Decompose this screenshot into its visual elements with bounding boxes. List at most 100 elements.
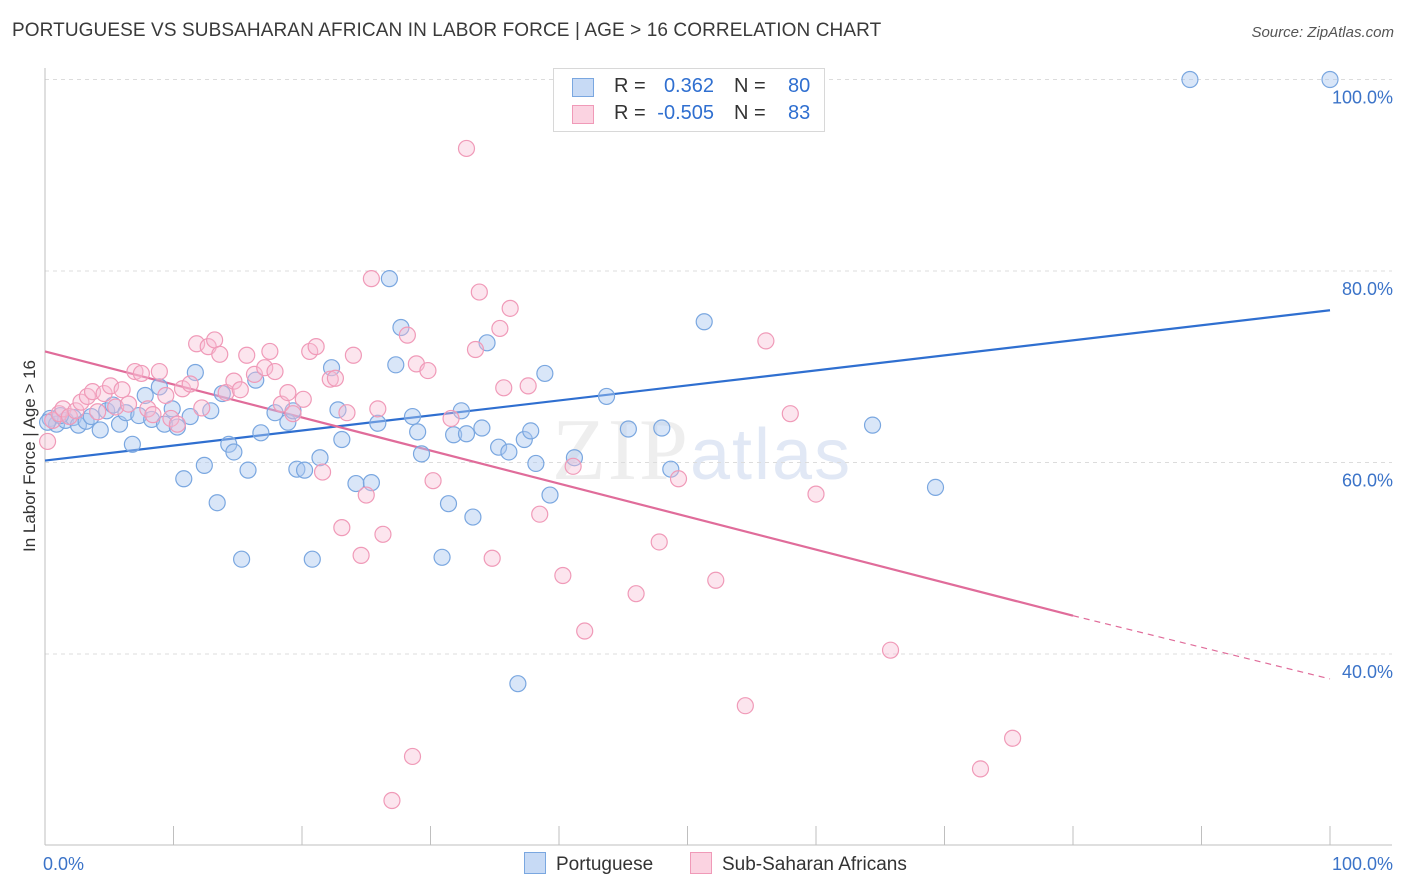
point-subsaharan — [144, 406, 162, 424]
point-subsaharan — [261, 342, 279, 361]
point-subsaharan — [211, 345, 229, 363]
point-portuguese — [403, 407, 422, 426]
point-subsaharan — [457, 139, 476, 158]
point-subsaharan — [357, 486, 375, 504]
point-subsaharan — [442, 409, 460, 428]
point-subsaharan — [374, 525, 392, 543]
point-subsaharan — [554, 566, 572, 585]
point-subsaharan — [333, 519, 351, 537]
point-subsaharan — [344, 346, 362, 364]
point-portuguese — [541, 486, 559, 504]
point-subsaharan — [321, 370, 339, 388]
x-tick-label: 100.0% — [1332, 854, 1393, 874]
point-portuguese — [130, 406, 148, 425]
zipatlas-watermark: ZIPatlas — [552, 400, 852, 501]
point-subsaharan — [971, 760, 990, 778]
point-portuguese — [490, 438, 508, 456]
y-tick-label: 100.0% — [1332, 88, 1393, 108]
point-subsaharan — [44, 411, 62, 429]
point-subsaharan — [781, 405, 799, 423]
point-portuguese — [155, 415, 174, 433]
trend-lines — [44, 309, 1331, 680]
legend-n-label: N = — [734, 102, 766, 124]
point-portuguese — [225, 443, 243, 461]
bottom-legend-swatch-subsaharan — [690, 852, 712, 874]
point-portuguese — [527, 454, 545, 473]
point-portuguese — [252, 424, 270, 442]
point-portuguese — [380, 270, 398, 288]
point-subsaharan — [1004, 729, 1022, 747]
point-portuguese — [926, 478, 945, 496]
point-portuguese — [500, 443, 518, 461]
point-portuguese — [515, 430, 533, 449]
point-subsaharan — [338, 404, 356, 422]
point-portuguese — [695, 313, 713, 331]
correlation-legend: R = 0.362 N = 80 R = -0.505 N = 83 — [553, 68, 825, 132]
point-portuguese — [387, 356, 405, 374]
legend-n-value: 83 — [788, 102, 811, 124]
point-portuguese — [77, 412, 95, 430]
legend-n-value: 80 — [788, 75, 811, 97]
point-portuguese — [369, 414, 387, 432]
point-portuguese — [69, 416, 88, 434]
point-subsaharan — [150, 362, 168, 381]
point-subsaharan — [576, 622, 594, 640]
point-subsaharan — [307, 338, 325, 356]
bottom-legend-portuguese[interactable]: Portuguese — [524, 852, 653, 876]
point-subsaharan — [157, 386, 175, 405]
point-subsaharan — [168, 415, 186, 433]
point-subsaharan — [89, 403, 107, 421]
point-subsaharan — [501, 299, 519, 317]
point-subsaharan — [470, 283, 488, 301]
point-subsaharan — [466, 340, 485, 359]
x-tick-label: 0.0% — [43, 854, 84, 874]
tick-labels: 40.0% 60.0% 80.0% 100.0% 0.0% 100.0% — [43, 88, 1393, 875]
legend-r-label: R = — [614, 102, 646, 124]
watermark-atlas: atlas — [690, 415, 853, 495]
point-subsaharan — [313, 463, 332, 481]
bottom-legend-subsaharan[interactable]: Sub-Saharan Africans — [690, 852, 907, 876]
point-subsaharan — [757, 332, 775, 350]
point-subsaharan — [206, 331, 224, 349]
point-subsaharan — [807, 485, 825, 503]
point-portuguese — [150, 378, 168, 396]
point-portuguese — [295, 461, 314, 479]
y-tick-label: 60.0% — [1342, 471, 1393, 491]
point-subsaharan — [279, 384, 297, 402]
point-portuguese — [136, 386, 154, 405]
point-subsaharan — [424, 472, 442, 490]
point-subsaharan — [132, 364, 150, 383]
bottom-legend-swatch-portuguese — [524, 852, 546, 874]
point-subsaharan — [78, 387, 97, 406]
point-subsaharan — [245, 365, 264, 384]
point-portuguese — [509, 675, 527, 693]
point-portuguese — [98, 402, 116, 420]
point-subsaharan — [483, 549, 501, 567]
point-subsaharan — [72, 393, 90, 411]
point-portuguese — [195, 456, 213, 474]
legend-n-label: N = — [734, 75, 766, 97]
legend-r-value: 0.362 — [663, 75, 714, 97]
gridlines — [45, 79, 1392, 655]
axes — [44, 68, 1392, 846]
point-subsaharan — [60, 407, 79, 426]
point-portuguese — [303, 550, 321, 568]
point-subsaharan — [193, 399, 211, 417]
point-portuguese — [619, 420, 637, 438]
point-portuguese — [181, 407, 199, 426]
point-subsaharan — [225, 372, 243, 390]
legend-swatch-portuguese — [572, 78, 594, 97]
point-portuguese — [412, 445, 431, 463]
point-subsaharan — [369, 400, 387, 418]
point-portuguese — [247, 371, 265, 389]
point-subsaharan — [403, 747, 422, 766]
point-subsaharan — [650, 533, 668, 551]
point-subsaharan — [231, 381, 249, 399]
point-portuguese — [1181, 70, 1199, 89]
data-points — [38, 70, 1339, 810]
point-portuguese — [473, 419, 491, 437]
point-subsaharan — [736, 697, 754, 715]
point-subsaharan — [256, 359, 274, 377]
point-portuguese — [208, 494, 226, 512]
point-subsaharan — [881, 641, 900, 659]
